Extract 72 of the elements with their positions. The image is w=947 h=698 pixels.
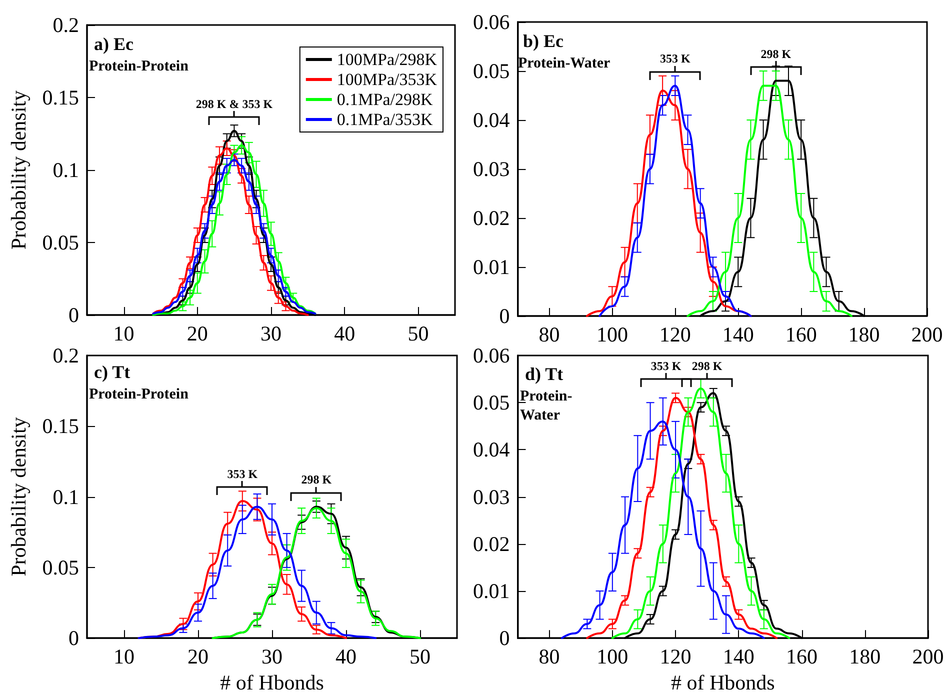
annotation: 353 K <box>660 52 691 66</box>
y-tick-label: 0.15 <box>42 86 79 110</box>
annotation: 298 K & 353 K <box>196 96 274 111</box>
y-tick-label: 0.15 <box>42 414 79 438</box>
y-tick-label: 0.05 <box>473 390 510 415</box>
line-series <box>586 396 778 640</box>
x-tick-label: 10 <box>113 322 134 346</box>
legend-label: 0.1MPa/298K <box>336 90 434 109</box>
x-tick-label: 10 <box>114 644 134 669</box>
x-tick-label: 160 <box>785 322 817 346</box>
y-tick-label: 0 <box>68 626 79 650</box>
y-tick-label: 0.1 <box>52 484 79 509</box>
annotation: 298 K <box>301 472 332 487</box>
legend-label: 100MPa/298K <box>336 50 438 69</box>
y-tick-label: 0.05 <box>42 230 79 254</box>
chart-title: c) Tt <box>94 362 130 382</box>
annotation: 353 K <box>650 359 682 374</box>
y-tick-label: 0.04 <box>473 108 510 132</box>
x-tick-label: 20 <box>186 322 208 346</box>
y-tick-label: 0.02 <box>473 206 510 230</box>
x-tick-label: 80 <box>538 644 560 669</box>
y-tick-label: 0.2 <box>52 13 79 37</box>
annotation: 298 K <box>760 46 792 61</box>
x-tick-label: 50 <box>410 644 430 669</box>
y-tick-label: 0.02 <box>473 532 510 556</box>
x-tick-label: 120 <box>659 322 691 346</box>
x-axis-title: # of Hbonds <box>670 670 775 694</box>
x-tick-label: 120 <box>660 644 692 669</box>
x-tick-label: 100 <box>596 644 628 669</box>
y-tick-label: 0.05 <box>473 59 510 83</box>
annotation: Protein-Protein <box>89 386 190 402</box>
y-tick-label: 0.01 <box>473 255 510 279</box>
x-tick-label: 50 <box>408 322 429 346</box>
text: d) Tt <box>525 364 564 384</box>
text: b) Ec <box>523 31 564 51</box>
x-tick-label: 30 <box>260 322 282 346</box>
annotation: Protein- Water <box>520 388 572 424</box>
x-tick-label: 30 <box>262 644 282 669</box>
legend-label: 0.1MPa/353K <box>336 110 434 129</box>
x-tick-label: 200 <box>912 644 944 669</box>
x-tick-label: 180 <box>849 644 881 669</box>
y-tick-label: 0.04 <box>473 438 510 462</box>
annotation: Protein-Water <box>518 56 611 72</box>
x-tick-label: 20 <box>188 644 208 669</box>
y-axis-title: Probability density <box>6 90 30 250</box>
y-tick-label: 0 <box>499 626 510 650</box>
annotation: 353 K <box>227 467 258 482</box>
y-tick-label: 0 <box>68 303 79 327</box>
y-tick-label: 0.1 <box>52 158 79 182</box>
y-axis-title: Probability density <box>6 416 30 576</box>
x-tick-label: 40 <box>336 644 356 669</box>
x-tick-label: 180 <box>848 322 880 346</box>
annotation: Protein-Protein <box>89 58 190 74</box>
annotation: 298 K <box>692 359 723 374</box>
x-tick-label: 140 <box>722 644 754 669</box>
y-tick-label: 0.2 <box>52 344 79 368</box>
x-tick-label: 200 <box>911 322 943 346</box>
x-tick-label: 100 <box>596 322 628 346</box>
x-axis-title: # of Hbonds <box>220 670 324 694</box>
y-tick-label: 0.03 <box>473 484 510 509</box>
x-tick-label: 160 <box>786 644 818 669</box>
y-tick-label: 0.01 <box>473 579 510 603</box>
y-tick-label: 0.06 <box>473 10 510 34</box>
x-tick-label: 80 <box>538 322 560 346</box>
x-tick-label: 40 <box>334 322 356 346</box>
y-tick-label: 0 <box>499 304 510 328</box>
text: a) Ec <box>94 34 134 54</box>
legend-label: 100MPa/353K <box>336 70 438 89</box>
y-tick-label: 0.06 <box>473 344 510 368</box>
y-tick-label: 0.05 <box>42 555 79 580</box>
y-tick-label: 0.03 <box>473 157 510 181</box>
x-tick-label: 140 <box>722 322 754 346</box>
